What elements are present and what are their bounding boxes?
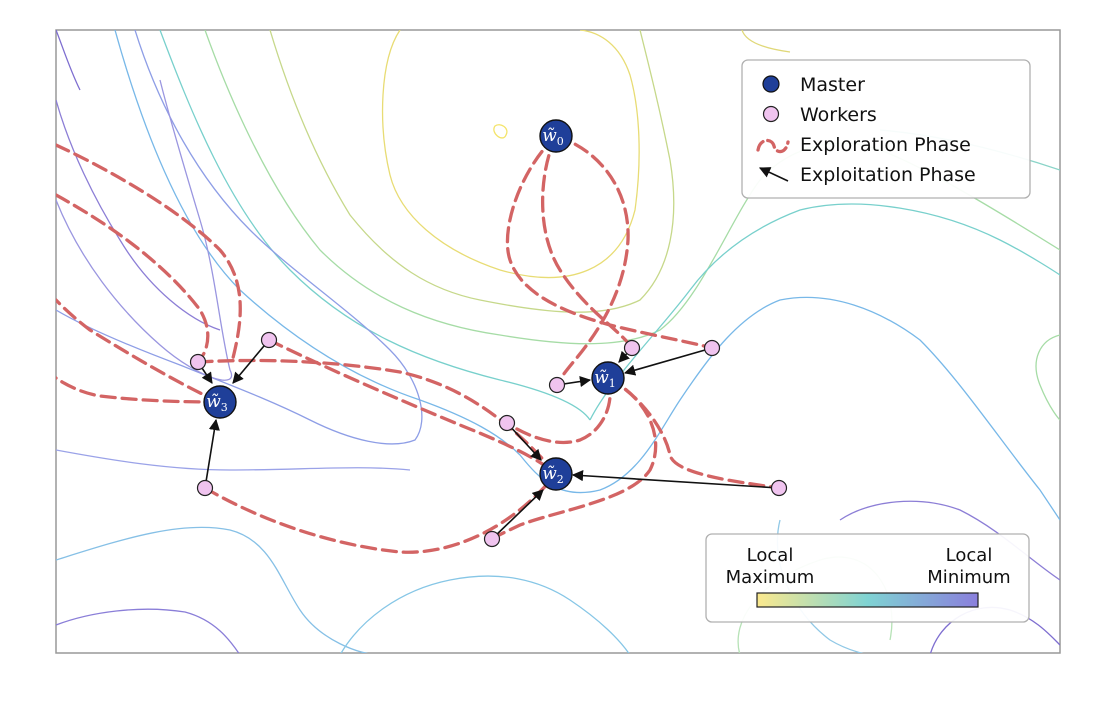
exploitation-arrow [491, 489, 544, 540]
exploration-path [203, 472, 558, 554]
master-subscript: 1 [609, 377, 616, 390]
legend-label-workers: Workers [800, 104, 877, 126]
contour-line [56, 608, 240, 653]
worker-node [623, 339, 641, 357]
exploration-path [56, 143, 242, 364]
exploitation-arrow [623, 347, 713, 376]
worker-node [498, 414, 516, 432]
contour-line [741, 30, 791, 53]
exploitation-arrow [232, 339, 270, 384]
svg-text:w̃3: w̃3 [206, 392, 228, 414]
contour-line [56, 99, 221, 331]
master-symbol: w̃ [542, 464, 557, 484]
worker-node [483, 530, 501, 548]
master-node-w1: w̃1 [591, 361, 625, 395]
exploitation-arrow [204, 418, 220, 489]
contour-line [839, 500, 1060, 581]
contour-line [56, 449, 411, 471]
colorbar-right-label-line2: Minimum [927, 567, 1010, 588]
legend-exploitation-swatch [758, 167, 789, 182]
master-symbol: w̃ [206, 392, 221, 412]
exploration-path [505, 134, 714, 350]
exploration-path [56, 298, 222, 404]
master-symbol: w̃ [594, 368, 609, 388]
master-subscript: 3 [221, 401, 228, 414]
exploration-paths [56, 134, 781, 554]
exploration-path [505, 376, 612, 445]
colorbar-left-label-line1: Local [747, 545, 794, 566]
legend-label-exploration: Exploration Phase [800, 134, 971, 156]
legend-workers-swatch [762, 105, 780, 123]
contour-line [1035, 334, 1060, 421]
colorbar-left-label-line2: Maximum [726, 567, 815, 588]
contour-line [269, 30, 675, 313]
worker-node [196, 479, 214, 497]
svg-text:w̃1: w̃1 [594, 368, 616, 390]
worker-node [770, 479, 788, 497]
master-node-w0: w̃0 [539, 119, 573, 153]
exploration-path [267, 338, 558, 476]
exploration-path [541, 134, 634, 350]
colorbar-right-label-line1: Local [946, 545, 993, 566]
contour-line [340, 575, 630, 653]
contour-line [56, 79, 233, 381]
exploitation-arrow [506, 422, 542, 461]
legend-exploration-swatch [756, 138, 790, 154]
contour-line [56, 526, 369, 653]
worker-node [189, 353, 207, 371]
contour-line [381, 30, 640, 278]
contour-line [493, 124, 508, 139]
contour-line [114, 30, 1060, 521]
svg-text:w̃0: w̃0 [542, 126, 564, 148]
worker-node [548, 376, 566, 394]
exploration-path [554, 134, 630, 387]
master-node-w2: w̃2 [539, 457, 573, 491]
exploration-path [56, 376, 222, 404]
svg-text:w̃2: w̃2 [542, 464, 564, 486]
master-subscript: 0 [557, 135, 564, 148]
colorbar-gradient [756, 592, 979, 608]
legend-master-swatch [762, 75, 780, 93]
master-subscript: 2 [557, 473, 564, 486]
legend-label-exploitation: Exploitation Phase [800, 164, 976, 186]
exploitation-arrows [197, 339, 780, 540]
legend: Master Workers Exploration Phase Exploit… [741, 59, 1031, 199]
workers [189, 331, 788, 548]
exploitation-arrow [571, 470, 780, 489]
exploration-path [56, 193, 210, 364]
exploration-path [490, 376, 658, 541]
legend-box [741, 59, 1031, 199]
master-node-w3: w̃3 [203, 385, 237, 419]
contour-line [159, 30, 591, 421]
master-symbol: w̃ [542, 126, 557, 146]
masters: w̃0 w̃1 w̃2 w̃3 [203, 119, 625, 491]
legend-label-master: Master [800, 74, 865, 96]
colorbar: Local Maximum Local Minimum [705, 533, 1030, 623]
contour-line [56, 30, 81, 91]
worker-node [260, 331, 278, 349]
contour-line [56, 30, 423, 445]
worker-node [703, 339, 721, 357]
